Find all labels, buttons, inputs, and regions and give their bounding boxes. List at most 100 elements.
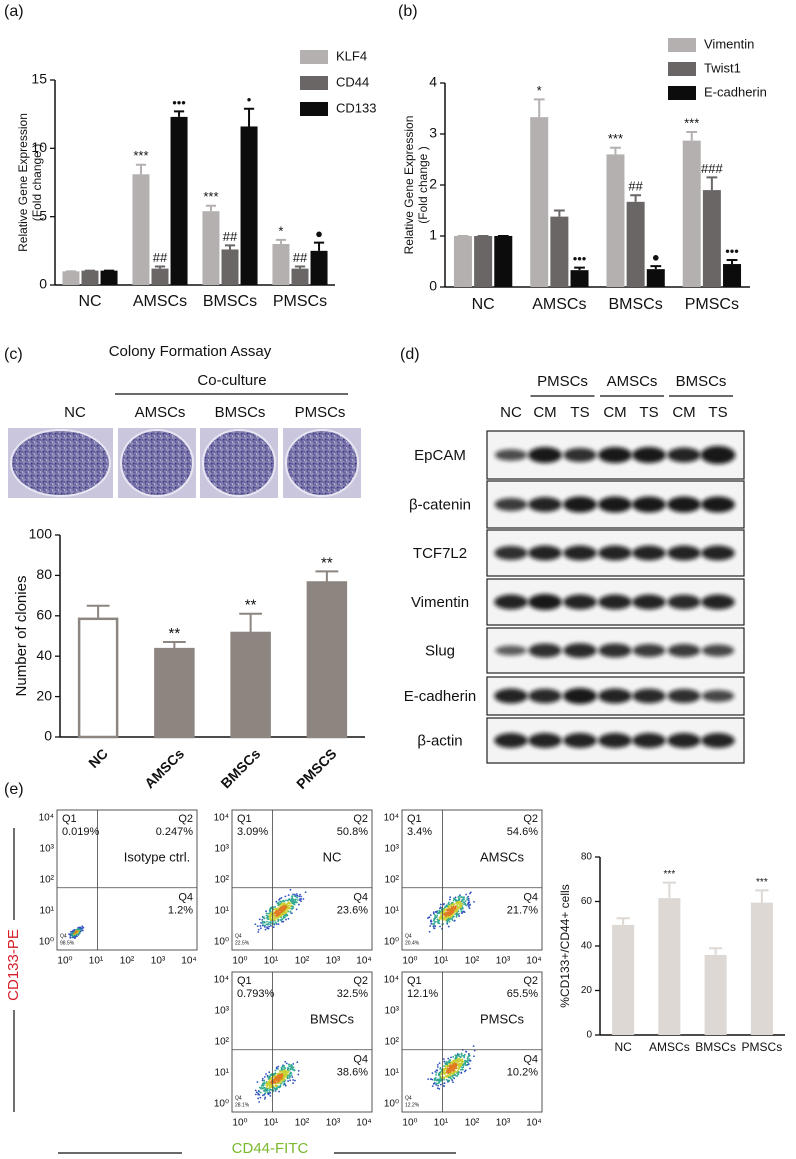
event-dot [452,899,455,902]
event-dot [77,926,80,929]
event-dot [81,925,84,928]
event-dot [463,903,465,905]
event-dot [285,914,287,917]
event-dot [294,895,297,898]
event-dot [467,895,470,898]
event-dot [459,1056,462,1059]
event-dot [292,1063,295,1065]
significance-label: ## [223,229,238,244]
event-dot [267,1092,270,1095]
lane-label: NC [500,404,522,421]
event-dot [450,1061,452,1064]
event-dot [281,900,284,903]
event-dot [467,897,470,900]
blot-band [632,545,666,561]
event-dot [267,927,270,930]
event-dot [452,1066,455,1069]
event-dot [263,1097,266,1100]
blot-band [632,447,666,463]
event-dot [434,925,437,928]
event-dot [439,907,441,910]
event-dot [262,916,265,919]
event-dot [263,926,266,928]
x-tick-label: 10⁰ [402,956,417,967]
blot-band [598,594,632,610]
event-dot [277,912,280,915]
event-dot [281,905,284,908]
y-tick-label: 10¹ [40,906,55,917]
event-dot [448,1061,451,1064]
event-dot [259,1091,262,1094]
event-dot [263,1089,266,1092]
event-dot [443,1068,446,1071]
y-tick-label: 2 [429,176,437,192]
event-dot [457,1067,460,1069]
y-axis-label: (Fold change ) [416,146,430,223]
event-dot [272,1089,275,1092]
event-dot [452,1055,455,1058]
event-dot [287,894,290,897]
legend-swatch [300,76,328,90]
event-dot [273,915,276,917]
significance-label: *** [608,131,623,146]
quadrant-value: 12.1% [407,988,438,1000]
x-tick-label: PMSCs [742,1040,783,1054]
blot-band [632,688,666,704]
event-dot [454,898,457,901]
x-tick-label: 10⁴ [356,956,371,967]
event-dot [435,910,438,913]
bar [62,271,80,285]
quadrant-value: 54.6% [507,826,538,838]
event-dot [445,1075,447,1078]
event-dot [458,1062,461,1065]
blot-band [494,733,528,748]
event-dot [465,893,467,896]
event-dot [288,1065,291,1068]
event-dot [459,902,462,904]
event-dot [272,1080,275,1083]
event-dot [71,934,74,937]
event-dot [454,1057,457,1060]
y-tick-label: 10 [31,139,47,155]
event-dot [258,918,261,921]
event-dot [451,916,454,919]
y-tick-label: 15 [31,71,47,87]
event-dot [278,1090,280,1093]
error-bar [686,130,698,141]
event-dot [293,893,296,896]
quadrant-value: 21.7% [507,905,538,917]
event-dot [272,926,275,929]
x-tick-label: 10⁰ [232,1118,247,1129]
y-tick-label: 1 [429,227,437,243]
blot-band [701,733,735,748]
protein-label: TCF7L2 [413,545,467,562]
event-dot [444,914,447,917]
event-dot [457,908,459,910]
y-tick-label: 10³ [40,844,55,855]
event-dot [278,1074,281,1077]
x-tick-label: 10⁴ [181,956,196,967]
event-dot [284,910,286,913]
event-dot [431,1072,434,1075]
x-tick-label: 10⁰ [57,956,72,967]
y-tick-label: 40 [36,647,52,663]
event-dot [285,907,288,910]
event-dot [275,1087,278,1090]
event-dot [274,921,277,924]
bar [291,268,309,285]
event-dot [451,918,453,920]
x-tick-label: 10³ [326,956,341,967]
event-dot [433,918,435,920]
event-dot [452,1076,455,1079]
event-dot [436,1082,439,1085]
event-dot [461,1061,463,1064]
event-dot [278,909,280,912]
event-dot [288,1077,291,1079]
event-dot [256,1081,259,1083]
event-dot [291,908,294,910]
panel-label: (b) [398,3,418,20]
y-tick-label: 0 [39,276,47,292]
significance-label: *** [664,869,676,880]
event-dot [469,891,472,894]
significance-label: * [278,223,283,238]
